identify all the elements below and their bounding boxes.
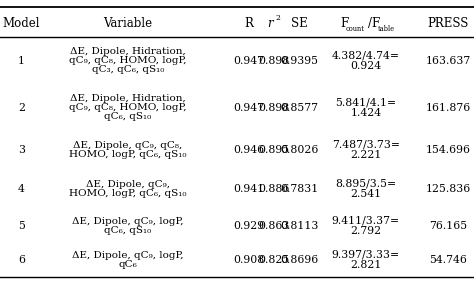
Text: 9.397/3.33=: 9.397/3.33=: [332, 250, 400, 260]
Text: qC₃, qC₆, qS₁₀: qC₃, qC₆, qS₁₀: [92, 65, 164, 74]
Text: 0.947: 0.947: [233, 103, 264, 113]
Text: 0.929: 0.929: [233, 221, 264, 231]
Text: 54.746: 54.746: [429, 255, 467, 265]
Text: ΔE, Dipole, qC₉, logP,: ΔE, Dipole, qC₉, logP,: [72, 251, 184, 260]
Text: SE: SE: [291, 17, 308, 30]
Text: 0.8577: 0.8577: [281, 103, 319, 113]
Text: 5.841/4.1=: 5.841/4.1=: [336, 97, 396, 108]
Text: qC₆, qS₁₀: qC₆, qS₁₀: [104, 226, 152, 235]
Text: 0.7831: 0.7831: [281, 184, 319, 194]
Text: 125.836: 125.836: [425, 184, 471, 194]
Text: 161.876: 161.876: [425, 103, 471, 113]
Text: 4.382/4.74=: 4.382/4.74=: [332, 50, 400, 61]
Text: HOMO, logP, qC₆, qS₁₀: HOMO, logP, qC₆, qS₁₀: [69, 150, 187, 159]
Text: 0.825: 0.825: [258, 255, 290, 265]
Text: 0.898: 0.898: [258, 103, 290, 113]
Text: 0.8026: 0.8026: [281, 145, 319, 155]
Text: 154.696: 154.696: [426, 145, 470, 155]
Text: 0.908: 0.908: [233, 255, 264, 265]
Text: 2.792: 2.792: [350, 226, 382, 236]
Text: qC₉, qC₈, HOMO, logP,: qC₉, qC₈, HOMO, logP,: [69, 56, 187, 65]
Text: r: r: [267, 17, 273, 30]
Text: 4: 4: [18, 184, 25, 194]
Text: 0.8696: 0.8696: [281, 255, 319, 265]
Text: ΔE, Dipole, qC₉, qC₈,: ΔE, Dipole, qC₉, qC₈,: [73, 141, 182, 150]
Text: 0.895: 0.895: [258, 145, 290, 155]
Text: qC₆: qC₆: [118, 260, 137, 269]
Text: 0.8113: 0.8113: [281, 221, 319, 231]
Text: ΔE, Dipole, qC₉, logP,: ΔE, Dipole, qC₉, logP,: [72, 217, 184, 226]
Text: ΔE, Dipole, qC₉,: ΔE, Dipole, qC₉,: [86, 180, 170, 189]
Text: R: R: [245, 17, 253, 30]
Text: 0.898: 0.898: [258, 56, 290, 66]
Text: 0.924: 0.924: [350, 61, 382, 71]
Text: qC₆, qS₁₀: qC₆, qS₁₀: [104, 112, 152, 121]
Text: 0.941: 0.941: [233, 184, 264, 194]
Text: 0.946: 0.946: [233, 145, 264, 155]
Text: /F: /F: [368, 17, 381, 30]
Text: 2.541: 2.541: [350, 189, 382, 199]
Text: table: table: [378, 25, 395, 33]
Text: Variable: Variable: [103, 17, 153, 30]
Text: 5: 5: [18, 221, 25, 231]
Text: 6: 6: [18, 255, 25, 265]
Text: F: F: [340, 17, 348, 30]
Text: 76.165: 76.165: [429, 221, 467, 231]
Text: ΔE, Dipole, Hidration,: ΔE, Dipole, Hidration,: [70, 94, 186, 103]
Text: 3: 3: [18, 145, 25, 155]
Text: 9.411/3.37=: 9.411/3.37=: [332, 215, 400, 225]
Text: 0.886: 0.886: [258, 184, 290, 194]
Text: qC₉, qC₈, HOMO, logP,: qC₉, qC₈, HOMO, logP,: [69, 103, 187, 112]
Text: 2.221: 2.221: [350, 150, 382, 161]
Text: 1: 1: [18, 56, 25, 66]
Text: 0.947: 0.947: [233, 56, 264, 66]
Text: HOMO, logP, qC₆, qS₁₀: HOMO, logP, qC₆, qS₁₀: [69, 189, 187, 198]
Text: 0.9395: 0.9395: [281, 56, 319, 66]
Text: 1.424: 1.424: [350, 108, 382, 118]
Text: 7.487/3.73=: 7.487/3.73=: [332, 140, 400, 150]
Text: 0.863: 0.863: [258, 221, 290, 231]
Text: 8.895/3.5=: 8.895/3.5=: [336, 179, 396, 189]
Text: Model: Model: [2, 17, 40, 30]
Text: count: count: [346, 25, 365, 33]
Text: 2: 2: [275, 14, 280, 22]
Text: 2.821: 2.821: [350, 260, 382, 270]
Text: PRESS: PRESS: [427, 17, 469, 30]
Text: ΔE, Dipole, Hidration,: ΔE, Dipole, Hidration,: [70, 47, 186, 56]
Text: 163.637: 163.637: [425, 56, 471, 66]
Text: 2: 2: [18, 103, 25, 113]
